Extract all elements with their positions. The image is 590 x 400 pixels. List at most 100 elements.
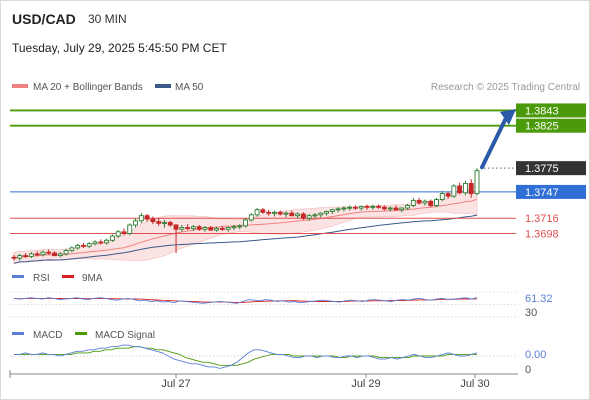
candle-body: [150, 218, 156, 223]
candle-body: [393, 207, 399, 211]
candle-body: [196, 226, 202, 230]
candle-body: [248, 214, 254, 221]
macd-panel: 0.00 0: [10, 344, 546, 376]
candle-body: [121, 231, 127, 234]
x-tick-label: Jul 30: [460, 378, 489, 390]
candle-body: [358, 205, 364, 209]
macd-signal-legend-swatch: [75, 332, 87, 335]
candle-body: [237, 225, 243, 228]
candle-body: [410, 199, 416, 206]
ma50-legend-label: MA 50: [175, 82, 204, 93]
rsi-legend-label: RSI: [33, 273, 50, 284]
ma50-line: [13, 214, 478, 264]
macd-last-value: 0.00: [525, 349, 546, 361]
target-arrow-shaft: [480, 115, 508, 170]
candle-body: [451, 185, 457, 197]
price-panel: 1.3843 1.3825 1.3775 1.3747 1.3716 1.3698: [10, 103, 586, 264]
candle-body: [405, 205, 410, 209]
candle-body: [17, 255, 23, 259]
level-tag-pivot: [516, 184, 586, 199]
x-tick-label: Jul 29: [351, 378, 380, 390]
candle-body: [271, 211, 277, 214]
candle-body: [289, 212, 295, 217]
candle-body: [462, 182, 468, 194]
candle-body: [416, 199, 422, 204]
ma50-legend-swatch: [155, 84, 171, 88]
level-label-support: 1.3716: [525, 213, 559, 225]
x-axis: Jul 27 Jul 29 Jul 30: [9, 370, 490, 390]
candle-body: [254, 209, 260, 216]
candle-body: [80, 244, 86, 247]
rsi-ma-legend-swatch: [62, 275, 74, 278]
macd-signal-line: [14, 346, 477, 366]
level-label-support: 1.3698: [525, 229, 559, 241]
candle-body: [347, 206, 353, 209]
candle-body: [283, 212, 289, 215]
candle-body: [133, 220, 138, 226]
level-label-last: 1.3775: [525, 163, 559, 175]
candle-body: [300, 213, 306, 219]
level-tag-target: [516, 118, 586, 133]
candle-body: [156, 221, 162, 224]
candle-body: [318, 212, 324, 216]
level-label-pivot: 1.3747: [525, 187, 559, 199]
candle-body: [474, 170, 480, 195]
candle-body: [185, 227, 191, 230]
candle-body: [225, 227, 231, 230]
candle-body: [376, 205, 382, 208]
candle-body: [219, 227, 225, 230]
candle-body: [231, 226, 237, 229]
macd-signal-legend-label: MACD Signal: [95, 330, 155, 341]
level-label-target: 1.3843: [525, 105, 559, 117]
candle-body: [57, 253, 63, 257]
candle-body: [457, 185, 463, 194]
candle-body: [428, 200, 434, 206]
candle-body: [28, 253, 34, 257]
candle-body: [445, 193, 451, 197]
candle-body: [439, 193, 445, 201]
candle-body: [40, 251, 46, 256]
candle-body: [63, 250, 69, 255]
candle-body: [329, 209, 335, 212]
candle-body: [98, 241, 104, 244]
candle-body: [306, 215, 312, 219]
rsi-panel: 61.32 30: [10, 291, 553, 319]
candle-body: [23, 255, 29, 258]
candle-body: [69, 247, 75, 251]
candle-body: [46, 251, 52, 254]
macd-tick-label: 0: [525, 364, 531, 376]
candle-body: [52, 252, 57, 257]
macd-line: [14, 344, 478, 369]
level-tag-last: [516, 161, 586, 176]
candle-body: [167, 222, 173, 226]
candle-body: [434, 199, 439, 206]
rsi-legend-swatch: [12, 275, 24, 278]
candle-body: [387, 207, 393, 210]
candle-body: [260, 209, 266, 213]
candle-body: [266, 211, 272, 214]
candle-body: [179, 227, 185, 230]
candle-body: [324, 210, 329, 214]
timeframe-label: 30 MIN: [88, 12, 127, 26]
candle-body: [109, 235, 115, 241]
datetime-label: Tuesday, July 29, 2025 5:45:50 PM CET: [12, 41, 227, 55]
rsi-line: [13, 297, 478, 304]
ma20-legend-label: MA 20 + Bollinger Bands: [33, 82, 143, 93]
candle-body: [190, 226, 196, 229]
rsi-tick-label: 30: [525, 307, 537, 319]
level-label-target: 1.3825: [525, 121, 559, 133]
candle-body: [208, 227, 214, 231]
candle-body: [335, 208, 341, 211]
symbol-title: USD/CAD: [12, 11, 76, 27]
candle-body: [202, 227, 208, 230]
macd-legend-label: MACD: [33, 330, 62, 341]
candle-body: [312, 214, 318, 217]
candle-body: [381, 206, 387, 210]
candle-body: [104, 239, 110, 244]
rsi-last-value: 61.32: [525, 293, 553, 305]
candle-body: [353, 206, 358, 209]
candle-body: [277, 211, 283, 215]
candle-body: [364, 205, 370, 208]
rsi-ma-legend-label: 9MA: [82, 273, 103, 284]
candle-body: [144, 215, 150, 220]
